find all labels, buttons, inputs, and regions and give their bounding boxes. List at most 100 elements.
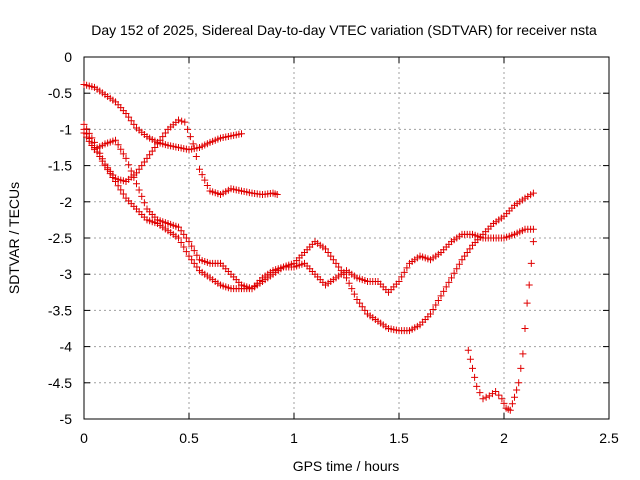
data-point xyxy=(138,162,146,170)
data-point xyxy=(461,252,469,260)
x-tick-label: 1.5 xyxy=(389,430,409,446)
data-point xyxy=(511,393,518,401)
data-point xyxy=(177,227,185,235)
data-point xyxy=(525,281,533,289)
data-point xyxy=(130,120,138,128)
data-point xyxy=(114,182,122,190)
series-track-2 xyxy=(80,116,281,199)
x-tick-label: 1 xyxy=(290,430,298,446)
data-point xyxy=(463,248,471,256)
data-point xyxy=(182,234,190,242)
data-point xyxy=(513,386,521,394)
data-point xyxy=(395,277,403,285)
data-point xyxy=(398,273,406,281)
data-point xyxy=(186,133,194,141)
data-point xyxy=(117,145,125,153)
data-point xyxy=(500,399,508,407)
data-point xyxy=(527,259,535,267)
data-point xyxy=(517,364,525,372)
data-point xyxy=(106,170,114,178)
data-point xyxy=(434,296,442,304)
data-point xyxy=(161,129,169,137)
data-point xyxy=(466,245,474,253)
data-point xyxy=(345,279,353,287)
data-point xyxy=(453,265,461,273)
data-point xyxy=(324,248,332,256)
y-axis-label: SDTVAR / TECUs xyxy=(6,182,22,294)
series-track-5 xyxy=(464,238,537,414)
data-point xyxy=(184,125,192,133)
data-point xyxy=(119,190,127,198)
data-point xyxy=(181,118,189,126)
data-point xyxy=(188,242,196,250)
data-point xyxy=(464,346,472,354)
data-point xyxy=(140,199,148,207)
data-point xyxy=(104,166,112,174)
data-point xyxy=(101,162,109,170)
data-point xyxy=(529,225,537,233)
data-point xyxy=(151,144,159,151)
data-point xyxy=(83,130,91,138)
data-point xyxy=(437,292,445,300)
data-point xyxy=(190,259,198,267)
data-point xyxy=(119,150,127,158)
data-point xyxy=(400,268,408,276)
y-tick-label: 0 xyxy=(64,49,72,65)
data-point xyxy=(182,248,190,256)
data-point xyxy=(98,157,106,165)
data-point xyxy=(329,256,337,264)
data-point xyxy=(327,252,335,260)
data-point xyxy=(521,325,529,332)
data-point xyxy=(188,256,196,264)
series-track-1 xyxy=(80,81,245,154)
data-point xyxy=(442,283,450,291)
data-point xyxy=(466,355,474,363)
data-point xyxy=(133,169,140,177)
data-point xyxy=(445,278,453,286)
data-point xyxy=(356,299,364,307)
data-point xyxy=(350,290,358,298)
y-tick-label: -3 xyxy=(60,266,73,282)
data-point xyxy=(193,263,201,271)
chart-title: Day 152 of 2025, Sidereal Day-to-day VTE… xyxy=(91,22,597,38)
data-point xyxy=(189,140,197,148)
data-point xyxy=(473,382,481,390)
data-point xyxy=(335,263,343,271)
data-point xyxy=(519,350,527,358)
data-point xyxy=(180,230,188,238)
data-point xyxy=(185,238,193,246)
data-point xyxy=(148,147,156,155)
data-point xyxy=(492,387,500,395)
data-point xyxy=(96,153,104,161)
data-point xyxy=(432,301,440,309)
data-point xyxy=(427,310,434,318)
data-point xyxy=(143,154,151,162)
data-point xyxy=(450,269,458,277)
data-point xyxy=(177,239,185,247)
x-tick-labels: 0 0.5 1 1.5 2 2.5 xyxy=(80,430,619,446)
data-point xyxy=(88,139,96,147)
data-point xyxy=(125,113,133,121)
data-point xyxy=(529,238,537,246)
data-point xyxy=(80,125,88,133)
data-point xyxy=(159,133,167,141)
data-point xyxy=(238,130,245,138)
data-point xyxy=(93,148,101,156)
data-point xyxy=(332,259,340,267)
data-point xyxy=(112,136,119,144)
data-point xyxy=(91,144,98,151)
data-point xyxy=(322,245,329,253)
data-point xyxy=(198,171,206,179)
axis-ticks xyxy=(83,56,610,420)
data-point xyxy=(337,267,345,275)
data-point xyxy=(175,234,182,242)
x-tick-label: 0.5 xyxy=(179,430,199,446)
data-point xyxy=(203,182,211,190)
data-point xyxy=(455,260,463,268)
y-tick-label: -4.5 xyxy=(48,375,72,391)
data-point xyxy=(175,223,182,231)
data-point xyxy=(201,176,209,184)
x-tick-label: 0 xyxy=(80,430,88,446)
data-point xyxy=(135,165,143,173)
data-point xyxy=(190,247,198,255)
